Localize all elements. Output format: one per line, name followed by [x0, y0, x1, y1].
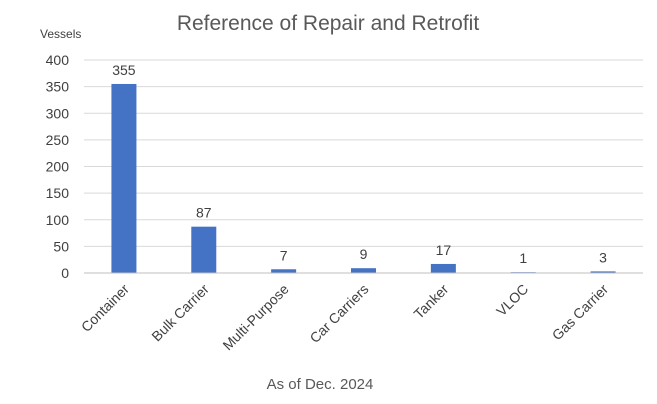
- data-label: 17: [436, 242, 452, 258]
- bar: [351, 268, 376, 273]
- x-tick-label: Multi-Purpose: [219, 281, 292, 354]
- y-axis-ticks: 0 50 100 150 200 250 300 350 400: [46, 52, 70, 281]
- chart-footnote: As of Dec. 2024: [267, 376, 374, 393]
- y-tick-label: 150: [46, 185, 70, 201]
- data-label: 9: [360, 246, 368, 262]
- bars: [111, 83, 616, 274]
- y-tick-label: 0: [61, 265, 69, 281]
- bar: [430, 263, 456, 273]
- y-tick-label: 400: [46, 52, 70, 68]
- bar: [191, 226, 217, 273]
- x-tick-label: Tanker: [410, 281, 451, 322]
- x-tick-label: Container: [78, 281, 132, 335]
- data-label: 1: [519, 250, 527, 266]
- gridlines: [84, 59, 643, 247]
- bar: [111, 83, 137, 274]
- y-tick-label: 250: [46, 132, 70, 148]
- y-tick-label: 350: [46, 79, 70, 95]
- x-tick-label: Bulk Carrier: [148, 281, 212, 345]
- y-tick-label: 100: [46, 212, 70, 228]
- data-labels: 355 87 7 9 17 1 3: [112, 62, 607, 266]
- x-axis-ticks: Container Bulk Carrier Multi-Purpose Car Ca…: [78, 281, 612, 354]
- data-label: 3: [599, 249, 607, 265]
- data-label: 7: [280, 247, 288, 263]
- y-tick-label: 200: [46, 159, 70, 175]
- bar: [271, 269, 297, 273]
- y-axis-label: Vessels: [40, 27, 81, 41]
- data-label: 355: [112, 62, 136, 78]
- x-tick-label: Car Carriers: [306, 281, 371, 346]
- data-label: 87: [196, 205, 212, 221]
- x-tick-label: VLOC: [493, 281, 531, 319]
- y-tick-label: 300: [46, 105, 70, 121]
- chart-title: Reference of Repair and Retrofit: [177, 12, 479, 35]
- bar: [590, 271, 616, 273]
- x-tick-label: Gas Carrier: [549, 281, 612, 344]
- y-tick-label: 50: [53, 238, 69, 254]
